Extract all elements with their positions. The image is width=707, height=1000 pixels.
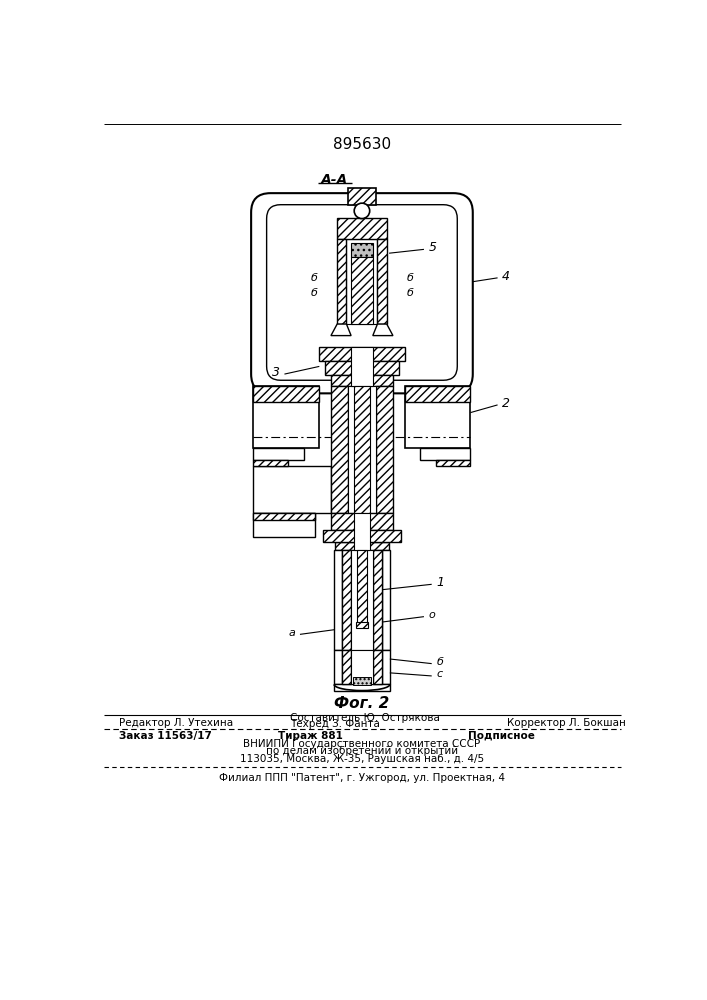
Bar xyxy=(353,677,371,685)
Bar xyxy=(334,550,341,650)
Bar xyxy=(376,386,393,513)
Bar xyxy=(337,218,387,239)
Text: б: б xyxy=(310,288,317,298)
Bar xyxy=(253,386,320,448)
Bar xyxy=(436,460,470,466)
Bar xyxy=(354,513,370,550)
Bar xyxy=(373,550,382,650)
Bar xyxy=(331,513,393,530)
Bar xyxy=(356,622,368,628)
Text: б: б xyxy=(407,288,414,298)
Text: Тираж 881: Тираж 881 xyxy=(279,731,343,741)
Text: б: б xyxy=(436,657,443,667)
Text: 4: 4 xyxy=(502,270,510,283)
Bar xyxy=(320,347,404,361)
Text: Фог. 2: Фог. 2 xyxy=(334,696,390,711)
Polygon shape xyxy=(373,324,393,336)
Text: 5: 5 xyxy=(428,241,437,254)
Text: А-А: А-А xyxy=(321,173,349,187)
Bar xyxy=(378,239,387,324)
Bar xyxy=(253,460,288,466)
Bar xyxy=(331,375,393,386)
Text: Корректор Л. Бокшан: Корректор Л. Бокшан xyxy=(507,718,626,728)
Polygon shape xyxy=(331,324,351,336)
Text: Техред З. Фанта: Техред З. Фанта xyxy=(290,719,380,729)
Text: 3: 3 xyxy=(271,366,280,379)
Text: с: с xyxy=(436,669,443,679)
Bar xyxy=(253,386,320,402)
FancyBboxPatch shape xyxy=(251,193,473,393)
Bar xyxy=(373,650,382,684)
Text: б: б xyxy=(310,273,317,283)
Bar xyxy=(382,650,390,684)
Circle shape xyxy=(354,203,370,219)
Bar xyxy=(382,550,390,650)
Bar xyxy=(341,550,351,650)
Bar xyxy=(346,239,378,324)
Text: б: б xyxy=(407,273,414,283)
Text: Подписное: Подписное xyxy=(468,731,535,741)
Bar xyxy=(354,386,370,513)
Bar xyxy=(351,243,373,257)
Text: 895630: 895630 xyxy=(333,137,391,152)
Text: 2: 2 xyxy=(502,397,510,410)
Bar xyxy=(351,550,373,650)
Bar xyxy=(348,188,376,205)
Bar xyxy=(337,239,346,324)
Bar xyxy=(334,650,341,684)
Bar xyxy=(404,386,470,448)
Bar xyxy=(331,386,348,513)
Text: Составитель Ю. Острякова: Составитель Ю. Острякова xyxy=(290,713,440,723)
Text: Редактор Л. Утехина: Редактор Л. Утехина xyxy=(119,718,233,728)
Text: Заказ 11563/17: Заказ 11563/17 xyxy=(119,731,212,741)
Text: Филиал ППП "Патент", г. Ужгород, ул. Проектная, 4: Филиал ППП "Патент", г. Ужгород, ул. Про… xyxy=(219,773,505,783)
Bar xyxy=(323,530,401,542)
Text: о: о xyxy=(428,610,436,620)
Text: 113035, Москва, Ж-35, Раушская наб., д. 4/5: 113035, Москва, Ж-35, Раушская наб., д. … xyxy=(240,754,484,764)
Bar xyxy=(253,513,315,537)
FancyBboxPatch shape xyxy=(267,205,457,380)
Bar xyxy=(334,684,390,691)
Text: ВНИИПИ Государственного комитета СССР: ВНИИПИ Государственного комитета СССР xyxy=(243,739,481,749)
Bar xyxy=(253,466,331,513)
Bar xyxy=(341,650,351,684)
Bar xyxy=(253,448,304,460)
Bar xyxy=(335,542,389,550)
Bar xyxy=(420,448,470,460)
Text: 1: 1 xyxy=(436,576,445,589)
Bar xyxy=(351,347,373,386)
Bar xyxy=(404,386,470,402)
Bar xyxy=(351,257,373,324)
Bar xyxy=(348,386,376,513)
Bar xyxy=(325,361,399,375)
Bar xyxy=(351,650,373,684)
Bar xyxy=(357,550,367,627)
Text: по делам изобретений и открытий: по делам изобретений и открытий xyxy=(266,746,458,756)
Bar xyxy=(253,513,315,520)
Text: а: а xyxy=(288,628,296,638)
